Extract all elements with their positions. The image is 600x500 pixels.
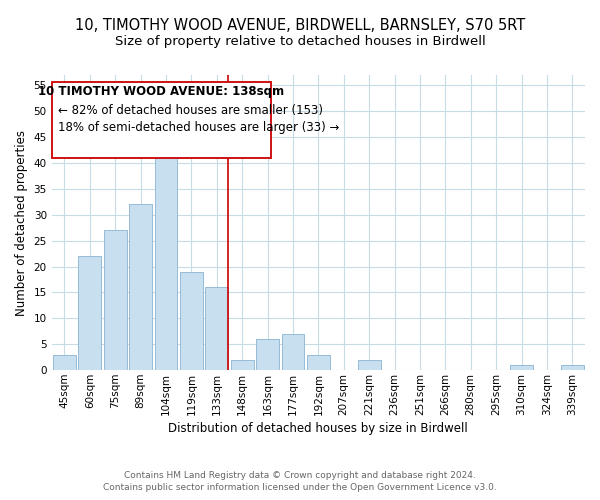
Bar (79, 256, 101, 370)
Text: ← 82% of detached houses are smaller (153): ← 82% of detached houses are smaller (15… (58, 104, 323, 117)
Bar (307, 354, 330, 370)
Bar (104, 230, 127, 370)
Y-axis label: Number of detached properties: Number of detached properties (15, 130, 28, 316)
Text: Contains HM Land Registry data © Crown copyright and database right 2024.
Contai: Contains HM Land Registry data © Crown c… (103, 471, 497, 492)
Text: Size of property relative to detached houses in Birdwell: Size of property relative to detached ho… (115, 35, 485, 48)
X-axis label: Distribution of detached houses by size in Birdwell: Distribution of detached houses by size … (169, 422, 468, 435)
Bar (205, 288, 228, 370)
Bar (281, 334, 304, 370)
Bar (129, 204, 152, 370)
Bar (358, 360, 380, 370)
Text: 10, TIMOTHY WOOD AVENUE, BIRDWELL, BARNSLEY, S70 5RT: 10, TIMOTHY WOOD AVENUE, BIRDWELL, BARNS… (75, 18, 525, 32)
Bar (155, 132, 178, 370)
Bar (256, 339, 279, 370)
Bar (231, 360, 254, 370)
Text: 18% of semi-detached houses are larger (33) →: 18% of semi-detached houses are larger (… (58, 121, 339, 134)
Text: 10 TIMOTHY WOOD AVENUE: 138sqm: 10 TIMOTHY WOOD AVENUE: 138sqm (38, 85, 284, 98)
Bar (561, 365, 584, 370)
Bar (53, 354, 76, 370)
Bar (180, 272, 203, 370)
Bar (510, 365, 533, 370)
